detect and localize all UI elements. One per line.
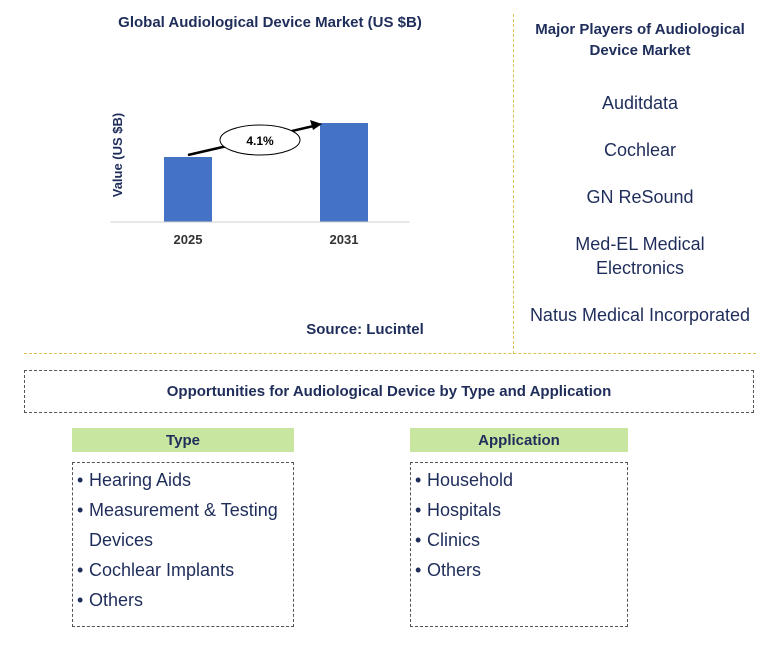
players-list: Auditdata Cochlear GN ReSound Med-EL Med… — [520, 91, 760, 350]
x-tick-label: 2031 — [330, 232, 359, 247]
bullet-icon: • — [415, 470, 422, 490]
bullet-icon: • — [77, 500, 84, 520]
x-tick-label: 2025 — [174, 232, 203, 247]
bullet-icon: • — [77, 470, 84, 490]
player-item: Auditdata — [601, 93, 679, 113]
growth-arrow-head — [310, 120, 322, 130]
bar-2031 — [320, 123, 368, 222]
opportunities-title: Opportunities for Audiological Device by… — [24, 370, 754, 413]
bullet-icon: • — [415, 530, 422, 550]
bullet-icon: • — [77, 590, 84, 610]
type-item: • Others — [77, 585, 289, 615]
player-item: GN ReSound — [586, 187, 694, 207]
player-item: Natus Medical Incorporated — [529, 305, 751, 325]
type-list-box: • Hearing Aids • Measurement & Testing Dev… — [72, 462, 294, 627]
growth-label: 4.1% — [246, 134, 274, 148]
growth-bubble — [219, 124, 301, 156]
bar-chart: Value (US $B) 2025 2031 4.1% — [110, 113, 410, 247]
type-item: • Measurement & Testing — [77, 495, 289, 525]
type-item: • Cochlear Implants — [77, 555, 289, 585]
horizontal-divider — [24, 353, 756, 354]
chart-title: Global Audiological Device Market (US $B… — [118, 14, 422, 31]
application-item: • Others — [415, 555, 623, 585]
type-item: • Hearing Aids — [77, 465, 289, 495]
bullet-icon: • — [415, 560, 422, 580]
source-label: Source: Lucintel — [306, 321, 424, 338]
bar-2025 — [164, 157, 212, 222]
player-item: Med-EL Medical Electronics — [575, 234, 705, 278]
vertical-divider — [513, 14, 514, 354]
application-header: Application — [410, 428, 628, 452]
bullet-icon: • — [415, 500, 422, 520]
application-item: • Household — [415, 465, 623, 495]
players-title: Major Players of Audiological Device Mar… — [535, 21, 745, 59]
bullet-icon: • — [77, 560, 84, 580]
player-item: Cochlear — [603, 140, 677, 160]
y-axis-label: Value (US $B) — [110, 113, 125, 198]
type-item-continuation: Devices — [89, 530, 154, 550]
type-header: Type — [72, 428, 294, 452]
application-list-box: • Household • Hospitals • Clinics • Others — [410, 462, 628, 627]
application-item: • Hospitals — [415, 495, 623, 525]
application-item: • Clinics — [415, 525, 623, 555]
